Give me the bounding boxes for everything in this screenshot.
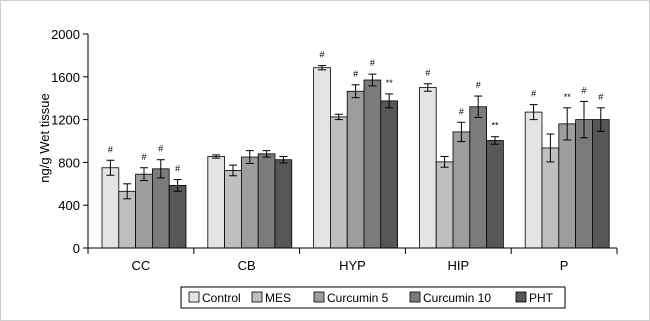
significance-mark: # — [141, 152, 146, 162]
significance-mark: # — [476, 80, 481, 90]
bar — [575, 119, 593, 249]
legend-label: Curcumin 10 — [423, 291, 491, 305]
bar — [435, 161, 454, 249]
significance-mark: # — [581, 85, 586, 95]
bar — [452, 131, 471, 249]
bar — [207, 156, 226, 249]
significance-mark: # — [531, 89, 536, 99]
significance-mark: ** — [491, 121, 499, 131]
significance-mark: # — [425, 68, 430, 78]
legend-label: Curcumin 5 — [327, 291, 389, 305]
bar — [313, 67, 331, 249]
bar — [346, 90, 365, 249]
bar — [558, 123, 576, 249]
significance-mark: # — [353, 69, 358, 79]
plot-area: 0 400 800 1200 1600 2000 # # # # CC CB # # # ** HYP # # # **… — [51, 27, 618, 273]
legend-label: MES — [265, 291, 291, 305]
bar — [101, 167, 120, 249]
x-tick-label: P — [560, 258, 569, 273]
x-tick-label: HYP — [339, 258, 366, 273]
bar — [168, 185, 187, 249]
bar — [274, 159, 293, 249]
significance-mark: # — [158, 144, 163, 154]
significance-mark: ** — [564, 92, 572, 102]
significance-mark: # — [598, 92, 603, 102]
y-tick-label: 0 — [73, 241, 80, 256]
bar — [418, 87, 437, 249]
bar — [524, 111, 543, 249]
x-tick-label: HIP — [447, 258, 469, 273]
legend-label: Control — [202, 291, 241, 305]
significance-mark: # — [459, 106, 464, 116]
y-tick-label: 1600 — [51, 70, 80, 85]
bar — [363, 79, 382, 249]
y-tick-label: 2000 — [51, 27, 80, 42]
legend-box — [180, 286, 566, 309]
legend-swatch — [188, 291, 200, 303]
y-tick-label: 800 — [58, 155, 80, 170]
y-tick-label: 1200 — [51, 113, 80, 128]
bar — [380, 100, 398, 249]
bar — [329, 116, 348, 249]
bar — [118, 190, 137, 249]
legend-swatch — [313, 291, 325, 303]
bar — [592, 119, 610, 249]
bar — [486, 140, 504, 249]
legend: Control MES Curcumin 5 Curcumin 10 PHT — [180, 286, 566, 309]
legend-swatch — [251, 291, 263, 303]
legend-label: PHT — [529, 291, 554, 305]
bar — [469, 106, 487, 249]
significance-mark: # — [319, 50, 324, 60]
significance-mark: # — [370, 58, 375, 68]
bar — [257, 153, 276, 249]
significance-mark: # — [108, 144, 113, 154]
bar — [224, 170, 242, 249]
bar — [135, 173, 153, 249]
y-tick-label: 400 — [58, 198, 80, 213]
legend-swatch — [515, 291, 527, 303]
significance-mark: ** — [386, 78, 394, 88]
significance-mark: # — [175, 164, 180, 174]
bar — [151, 168, 170, 249]
y-axis-label: ng/g Wet tissue — [37, 93, 52, 182]
bar — [541, 147, 560, 249]
bar — [240, 156, 259, 249]
x-tick-label: CB — [238, 258, 256, 273]
x-tick-label: CC — [132, 258, 151, 273]
legend-swatch — [409, 291, 421, 303]
